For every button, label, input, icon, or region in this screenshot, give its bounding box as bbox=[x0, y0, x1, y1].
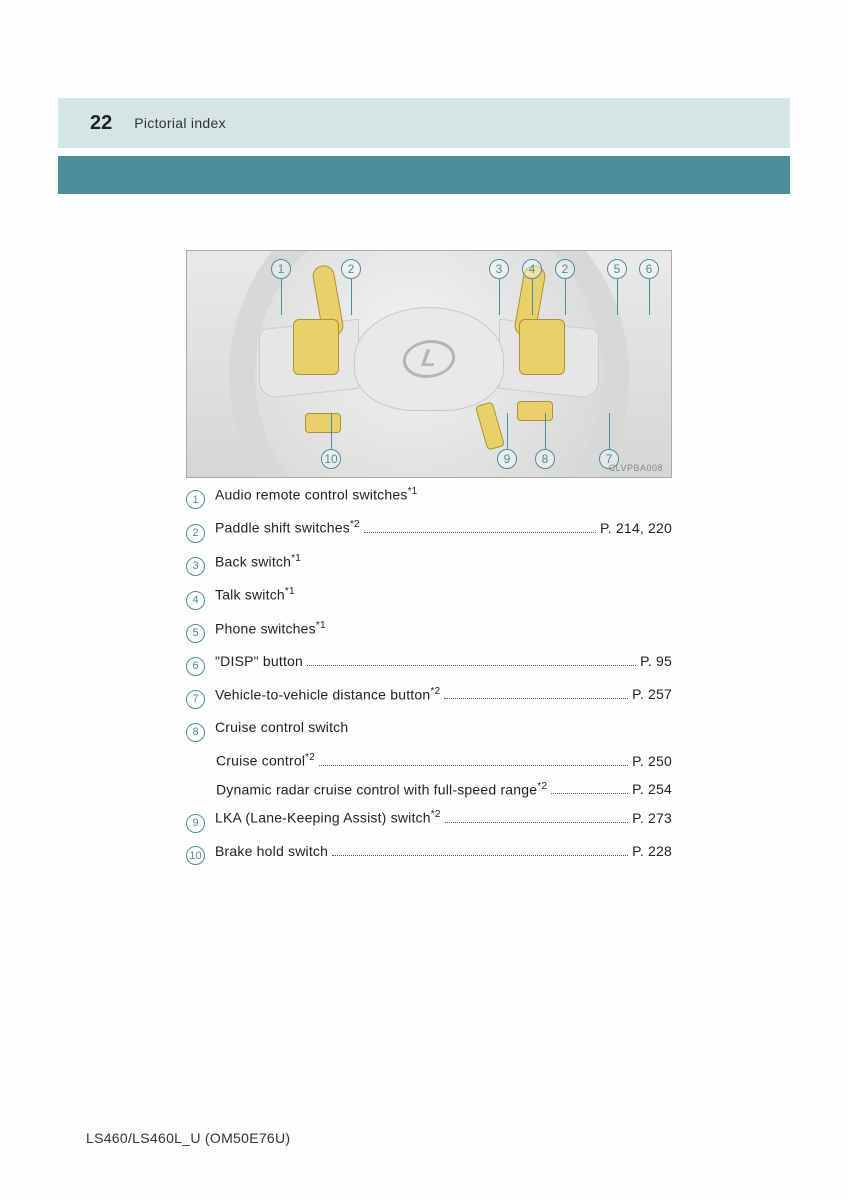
legend-num-circle: 5 bbox=[186, 624, 205, 643]
leader-line bbox=[565, 279, 566, 315]
legend-label: Cruise control switch bbox=[215, 717, 348, 738]
callout-2: 2 bbox=[555, 259, 575, 279]
page-ref: P. 250 bbox=[632, 751, 672, 772]
leader-line bbox=[351, 279, 352, 315]
dot-leader bbox=[551, 782, 628, 795]
legend-subitem: Cruise control*2 P. 250 bbox=[216, 750, 672, 772]
legend-num-circle: 8 bbox=[186, 723, 205, 742]
dot-leader bbox=[364, 520, 596, 533]
dot-leader bbox=[445, 810, 629, 823]
legend-num-circle: 4 bbox=[186, 591, 205, 610]
page-ref: P. 254 bbox=[632, 779, 672, 800]
page-ref: P. 95 bbox=[640, 651, 672, 672]
leader-line bbox=[649, 279, 650, 315]
callout-5: 5 bbox=[607, 259, 627, 279]
legend-label: Talk switch*1 bbox=[215, 584, 295, 606]
steering-wheel-diagram: L 123425610987 CLVPBA008 bbox=[186, 250, 672, 478]
legend-item-9: 9LKA (Lane-Keeping Assist) switch*2P. 27… bbox=[186, 807, 672, 829]
legend-num-circle: 1 bbox=[186, 490, 205, 509]
brake-hold-button bbox=[305, 413, 341, 433]
section-title: Pictorial index bbox=[134, 115, 226, 131]
legend-num-circle: 6 bbox=[186, 657, 205, 676]
callout-6: 6 bbox=[639, 259, 659, 279]
legend-label: "DISP" button bbox=[215, 651, 303, 672]
leader-line bbox=[331, 413, 332, 449]
legend-label: Brake hold switch bbox=[215, 841, 328, 862]
legend-list: 1 Audio remote control switches*1 2 Paddle … bbox=[186, 484, 672, 873]
legend-label: Paddle shift switches*2 bbox=[215, 517, 360, 539]
leader-line bbox=[532, 279, 533, 315]
legend-sublabel: Cruise control*2 bbox=[216, 750, 315, 772]
legend-label: Vehicle-to-vehicle distance button*2 bbox=[215, 684, 440, 706]
callout-3: 3 bbox=[489, 259, 509, 279]
legend-num-circle: 2 bbox=[186, 524, 205, 543]
leader-line bbox=[545, 413, 546, 449]
legend-item-4: 4Talk switch*1 bbox=[186, 584, 672, 606]
legend-sublabel: Dynamic radar cruise control with full-s… bbox=[216, 779, 547, 801]
legend-label: LKA (Lane-Keeping Assist) switch*2 bbox=[215, 807, 441, 829]
callout-1: 1 bbox=[271, 259, 291, 279]
dot-leader bbox=[319, 753, 628, 766]
legend-item-2: 2Paddle shift switches*2P. 214, 220 bbox=[186, 517, 672, 539]
legend-num-circle: 7 bbox=[186, 690, 205, 709]
page-ref: P. 273 bbox=[632, 808, 672, 829]
leader-line bbox=[499, 279, 500, 315]
footer-model-code: LS460/LS460L_U (OM50E76U) bbox=[86, 1130, 290, 1146]
legend-item-1: 1 Audio remote control switches*1 bbox=[186, 484, 672, 506]
legend-subitem: Dynamic radar cruise control with full-s… bbox=[216, 779, 672, 801]
legend-num-circle: 9 bbox=[186, 814, 205, 833]
legend-item-10: 10 Brake hold switch P. 228 bbox=[186, 841, 672, 863]
mode-button-cluster bbox=[293, 319, 339, 375]
callout-2: 2 bbox=[341, 259, 361, 279]
dot-leader bbox=[307, 653, 636, 666]
legend-label: Phone switches*1 bbox=[215, 618, 326, 640]
dot-leader bbox=[332, 843, 628, 856]
legend-item-6: 6 "DISP" button P. 95 bbox=[186, 651, 672, 673]
leader-line bbox=[617, 279, 618, 315]
legend-num-circle: 10 bbox=[186, 846, 205, 865]
wheel-hub: L bbox=[354, 307, 504, 411]
lexus-logo-icon: L bbox=[400, 340, 457, 378]
legend-item-3: 3 Back switch*1 bbox=[186, 551, 672, 573]
dot-leader bbox=[444, 687, 628, 700]
legend-item-8: 8 Cruise control switch bbox=[186, 717, 672, 739]
leader-line bbox=[281, 279, 282, 315]
legend-item-5: 5 Phone switches*1 bbox=[186, 618, 672, 640]
legend-label: Back switch*1 bbox=[215, 551, 301, 573]
legend-label: Audio remote control switches*1 bbox=[215, 484, 417, 506]
page-ref: P. 257 bbox=[632, 684, 672, 705]
manual-page: 22 Pictorial index L 123425610987 CLVPBA… bbox=[0, 0, 848, 1200]
lka-button bbox=[517, 401, 553, 421]
page-ref: P. 228 bbox=[632, 841, 672, 862]
page-number: 22 bbox=[90, 112, 112, 135]
callout-8: 8 bbox=[535, 449, 555, 469]
page-ref: P. 214, 220 bbox=[600, 518, 672, 539]
callout-10: 10 bbox=[321, 449, 341, 469]
leader-line bbox=[609, 413, 610, 449]
legend-num-circle: 3 bbox=[186, 557, 205, 576]
leader-line bbox=[507, 413, 508, 449]
header-band: 22 Pictorial index bbox=[58, 98, 790, 148]
disp-button-cluster bbox=[519, 319, 565, 375]
callout-9: 9 bbox=[497, 449, 517, 469]
accent-band bbox=[58, 156, 790, 194]
callout-4: 4 bbox=[522, 259, 542, 279]
image-code: CLVPBA008 bbox=[609, 463, 663, 473]
legend-item-7: 7 Vehicle-to-vehicle distance button*2 P. … bbox=[186, 684, 672, 706]
